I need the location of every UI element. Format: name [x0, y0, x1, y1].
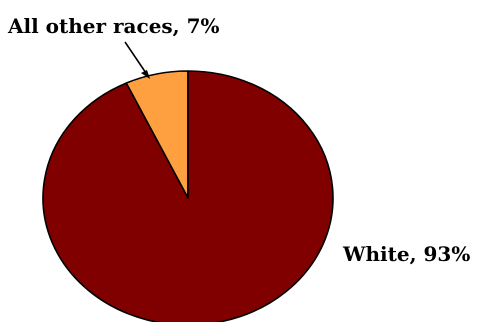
- data-label-all-other-races: All other races, 7%: [7, 14, 220, 38]
- label-leader-arrowhead: [141, 70, 150, 79]
- data-label-white: White, 93%: [342, 242, 470, 266]
- pie-slices: [42, 70, 334, 322]
- label-leader-line: [124, 41, 149, 77]
- pie-slice-white: [42, 70, 334, 322]
